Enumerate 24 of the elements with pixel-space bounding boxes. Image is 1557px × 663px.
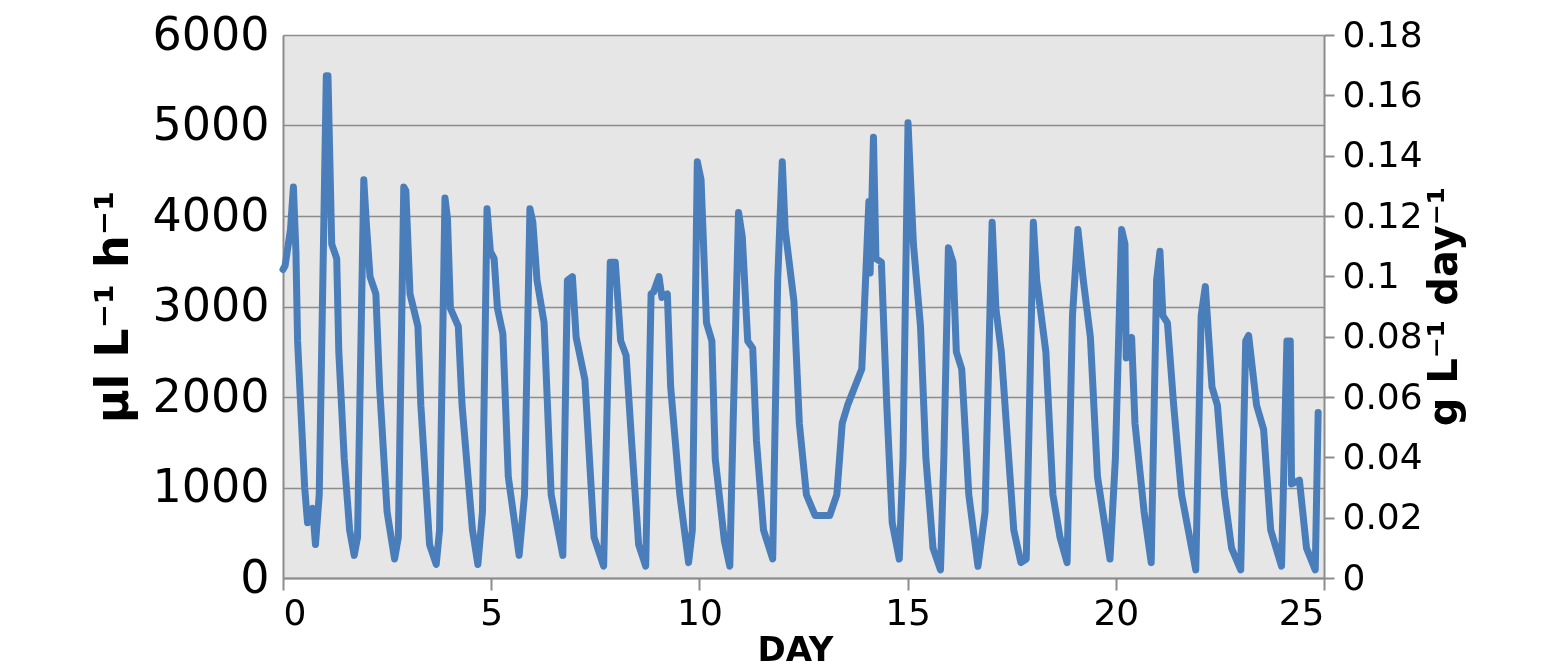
x-tick-label: 15 bbox=[885, 591, 932, 633]
y-tick-label: 2000 bbox=[152, 368, 270, 423]
x-tick-label: 25 bbox=[1278, 591, 1325, 633]
y2-tick-label: 0.02 bbox=[1342, 496, 1423, 538]
y-tick-label: 6000 bbox=[152, 6, 270, 61]
y2-tick-label: 0.14 bbox=[1342, 134, 1423, 176]
y-tick-label: 5000 bbox=[152, 97, 270, 151]
y2-tick-label: 0.18 bbox=[1342, 13, 1423, 55]
x-tick-label: 10 bbox=[676, 591, 723, 633]
y-tick-label: 4000 bbox=[152, 187, 270, 242]
y-tick-label: 3000 bbox=[152, 278, 270, 332]
y2-tick-label: 0.1 bbox=[1342, 254, 1400, 296]
x-axis-title: DAY bbox=[757, 628, 834, 663]
y2-tick-label: 0.12 bbox=[1342, 194, 1423, 236]
x-tick-label: 0 bbox=[283, 591, 307, 633]
y2-tick-label: 0.16 bbox=[1342, 73, 1423, 115]
y2-tick-label: 0.04 bbox=[1342, 435, 1423, 477]
x-tick-label: 20 bbox=[1093, 591, 1140, 633]
y2-tick-label: 0.06 bbox=[1342, 375, 1423, 417]
y-tick-label: 1000 bbox=[152, 459, 270, 513]
x-tick-label: 5 bbox=[480, 591, 504, 633]
y-axis-title: µl L⁻¹ h⁻¹ bbox=[85, 190, 140, 424]
y2-tick-label: 0 bbox=[1342, 556, 1366, 598]
y2-tick-label: 0.08 bbox=[1342, 315, 1423, 357]
